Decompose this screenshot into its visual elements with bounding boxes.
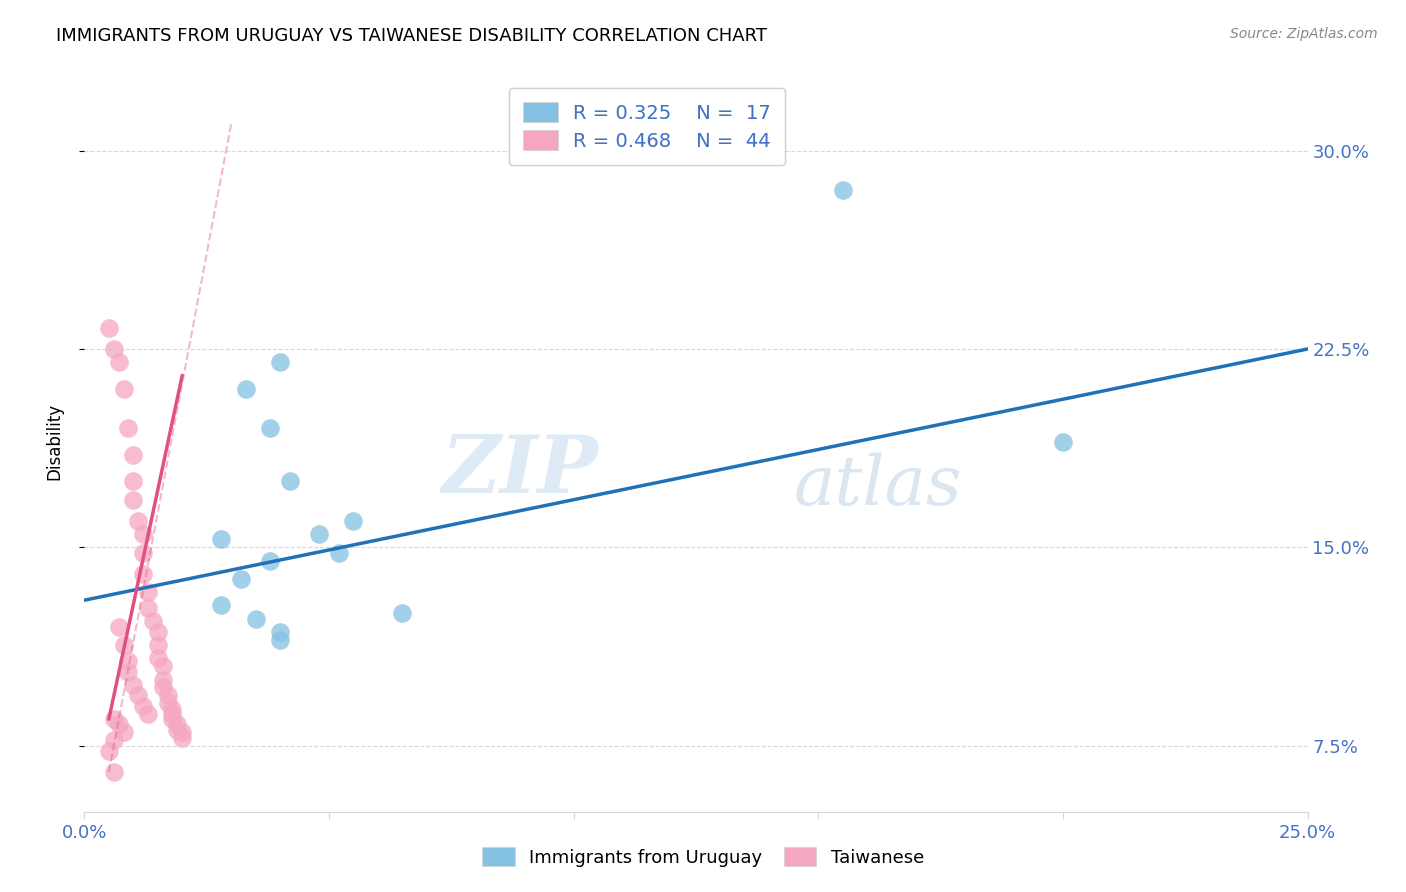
Point <box>259 553 281 567</box>
Point <box>103 765 125 780</box>
Point <box>103 733 125 747</box>
Text: ZIP: ZIP <box>441 433 598 510</box>
Point <box>172 725 194 739</box>
Point <box>107 620 129 634</box>
Point <box>132 527 155 541</box>
Point <box>122 678 145 692</box>
Point <box>136 601 159 615</box>
Point <box>269 624 291 639</box>
Point <box>209 533 232 547</box>
Point <box>391 607 413 621</box>
Text: IMMIGRANTS FROM URUGUAY VS TAIWANESE DISABILITY CORRELATION CHART: IMMIGRANTS FROM URUGUAY VS TAIWANESE DIS… <box>56 27 768 45</box>
Point <box>97 744 120 758</box>
Point <box>132 546 155 560</box>
Point <box>269 355 291 369</box>
Point <box>142 615 165 629</box>
Point <box>156 689 179 703</box>
Point <box>152 681 174 695</box>
Point <box>122 492 145 507</box>
Point <box>127 514 149 528</box>
Point <box>831 183 853 197</box>
Point <box>342 514 364 528</box>
Point <box>172 731 194 745</box>
Point <box>152 659 174 673</box>
Point <box>259 421 281 435</box>
Point <box>162 706 184 721</box>
Point <box>146 638 169 652</box>
Point <box>132 698 155 713</box>
Point <box>156 696 179 710</box>
Point <box>328 546 350 560</box>
Point <box>166 717 188 731</box>
Point <box>269 632 291 647</box>
Point <box>166 723 188 737</box>
Point <box>122 474 145 488</box>
Point <box>308 527 330 541</box>
Y-axis label: Disability: Disability <box>45 403 63 480</box>
Point <box>127 689 149 703</box>
Text: atlas: atlas <box>794 452 962 519</box>
Point <box>107 717 129 731</box>
Point <box>162 712 184 726</box>
Point <box>209 599 232 613</box>
Point <box>112 638 135 652</box>
Point <box>162 701 184 715</box>
Text: Source: ZipAtlas.com: Source: ZipAtlas.com <box>1230 27 1378 41</box>
Point <box>117 654 139 668</box>
Point <box>103 712 125 726</box>
Point <box>1052 434 1074 449</box>
Point <box>229 572 252 586</box>
Point <box>278 474 301 488</box>
Point <box>132 566 155 581</box>
Point <box>152 673 174 687</box>
Point <box>235 382 257 396</box>
Point <box>117 421 139 435</box>
Legend: R = 0.325    N =  17, R = 0.468    N =  44: R = 0.325 N = 17, R = 0.468 N = 44 <box>509 88 785 164</box>
Point <box>146 651 169 665</box>
Point <box>103 342 125 356</box>
Point <box>117 665 139 679</box>
Point <box>122 448 145 462</box>
Point <box>112 725 135 739</box>
Point <box>136 585 159 599</box>
Point <box>107 355 129 369</box>
Legend: Immigrants from Uruguay, Taiwanese: Immigrants from Uruguay, Taiwanese <box>475 840 931 874</box>
Point <box>146 624 169 639</box>
Point <box>245 612 267 626</box>
Point <box>112 382 135 396</box>
Point <box>97 321 120 335</box>
Point <box>136 706 159 721</box>
